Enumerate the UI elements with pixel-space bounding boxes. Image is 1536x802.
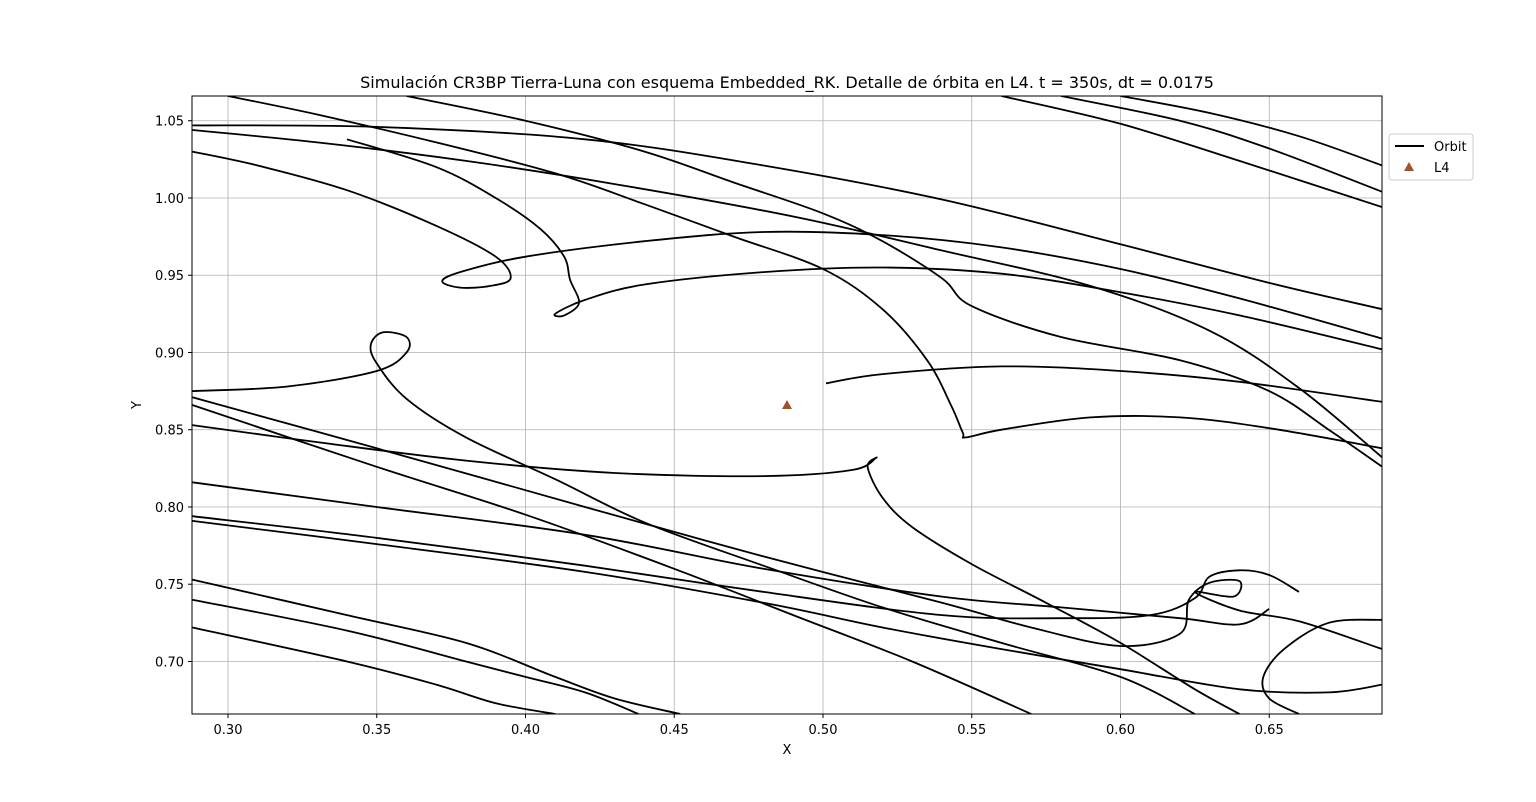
orbit-segment [1261,618,1382,714]
orbit-segment [192,124,1382,311]
orbit-segment [192,515,1300,620]
orbit-segment [192,578,681,714]
legend-orbit-label: Orbit [1434,140,1467,155]
orbit-segment [192,396,1382,650]
orbit-segment [192,626,556,714]
x-ticks: 0.30 0.35 0.40 0.45 0.50 0.55 0.60 0.65 [214,714,1284,738]
orbit-segment [192,481,1270,626]
orbit-segment [192,331,1196,714]
y-tick-label: 0.80 [155,501,184,516]
orbit-segment [825,365,1382,403]
orbit-segment [192,150,1382,340]
orbit-segment [346,138,1382,351]
x-tick-label: 0.30 [214,723,243,738]
orbit-segment [192,520,1382,694]
y-tick-label: 1.05 [155,115,184,130]
x-tick-label: 0.55 [957,723,986,738]
l4-marker [782,400,792,409]
y-tick-label: 0.95 [155,269,184,284]
orbit-segment [406,96,1382,468]
orbit-segment [192,424,1240,714]
y-tick-label: 0.85 [155,424,184,439]
orbit-segment [1001,96,1382,209]
y-ticks: 0.70 0.75 0.80 0.85 0.90 0.95 1.00 1.05 [155,115,192,670]
x-tick-label: 0.45 [660,723,689,738]
plot-frame [191,95,1383,715]
y-tick-label: 0.70 [155,655,184,670]
orbit-segment [192,404,1032,714]
x-tick-label: 0.35 [362,723,391,738]
y-tick-label: 1.00 [155,192,184,207]
x-tick-label: 0.65 [1255,723,1284,738]
grid [192,96,1382,714]
x-tick-label: 0.50 [809,723,838,738]
y-tick-label: 0.75 [155,578,184,593]
x-tick-label: 0.60 [1106,723,1135,738]
legend-l4-label: L4 [1434,161,1450,176]
orbit-segment [1060,96,1382,193]
y-axis-label: Y [130,401,145,410]
orbit-segment [192,598,639,714]
orbit-segment [1120,96,1382,167]
chart-title: Simulación CR3BP Tierra-Luna con esquema… [360,73,1214,93]
legend: Orbit L4 [1388,133,1474,181]
legend-l4-marker [1404,162,1414,171]
x-axis-label: X [783,743,792,758]
x-tick-label: 0.40 [511,723,540,738]
orbit-segment [192,129,1382,459]
series-layer [192,96,1382,714]
y-tick-label: 0.90 [155,346,184,361]
orbit-segment [227,96,1382,450]
